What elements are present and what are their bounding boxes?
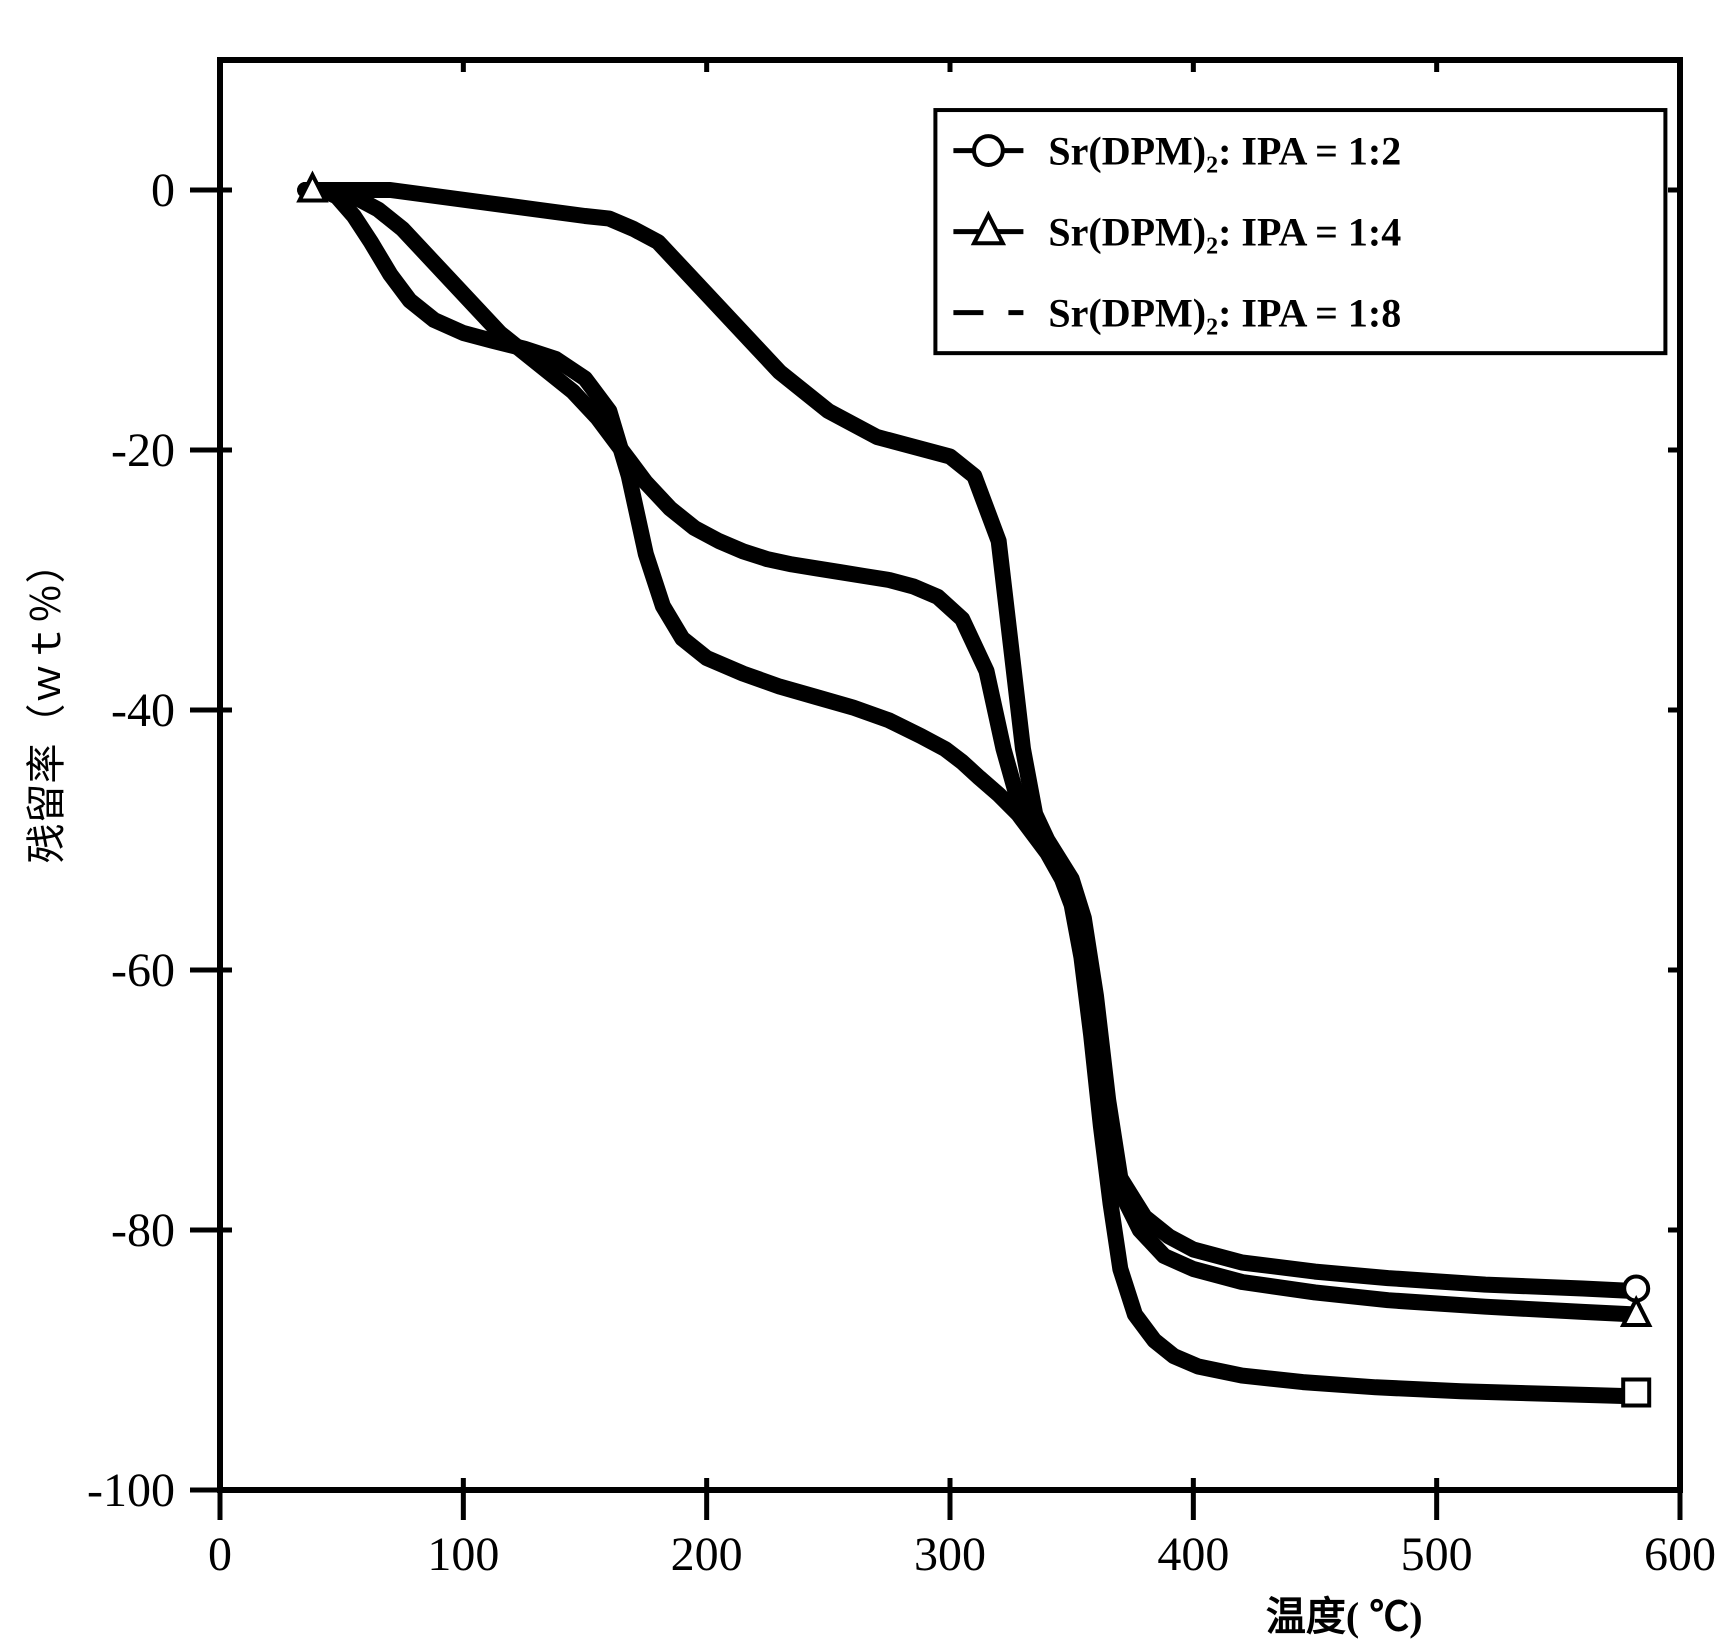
y-axis-title: 残留率（ｗｔ％） — [24, 544, 69, 864]
x-tick-label: 100 — [427, 1528, 499, 1581]
x-axis-title: 温度( ℃) — [1266, 1594, 1423, 1639]
legend-label: Sr(DPM)₂: IPA = 1:2 — [1048, 129, 1401, 174]
x-tick-label: 400 — [1157, 1528, 1229, 1581]
x-tick-label: 0 — [208, 1528, 232, 1581]
x-tick-label: 600 — [1644, 1528, 1716, 1581]
x-tick-label: 300 — [914, 1528, 986, 1581]
legend: Sr(DPM)₂: IPA = 1:2 Sr(DPM)₂: IPA = 1:4 Sr… — [935, 110, 1665, 353]
legend-label: Sr(DPM)₂: IPA = 1:8 — [1048, 291, 1401, 336]
y-tick-label: 0 — [151, 164, 175, 217]
x-tick-label: 500 — [1401, 1528, 1473, 1581]
legend-label: Sr(DPM)₂: IPA = 1:4 — [1048, 210, 1401, 255]
y-tick-label: -20 — [111, 424, 175, 477]
y-tick-label: -60 — [111, 944, 175, 997]
y-tick-label: -40 — [111, 684, 175, 737]
tga-chart: 0 100 200 300 400 500 600 -100 -80 -60 -40 -20 0 温度( … — [0, 0, 1734, 1651]
x-tick-label: 200 — [671, 1528, 743, 1581]
y-tick-label: -80 — [111, 1204, 175, 1257]
y-tick-label: -100 — [87, 1464, 175, 1517]
